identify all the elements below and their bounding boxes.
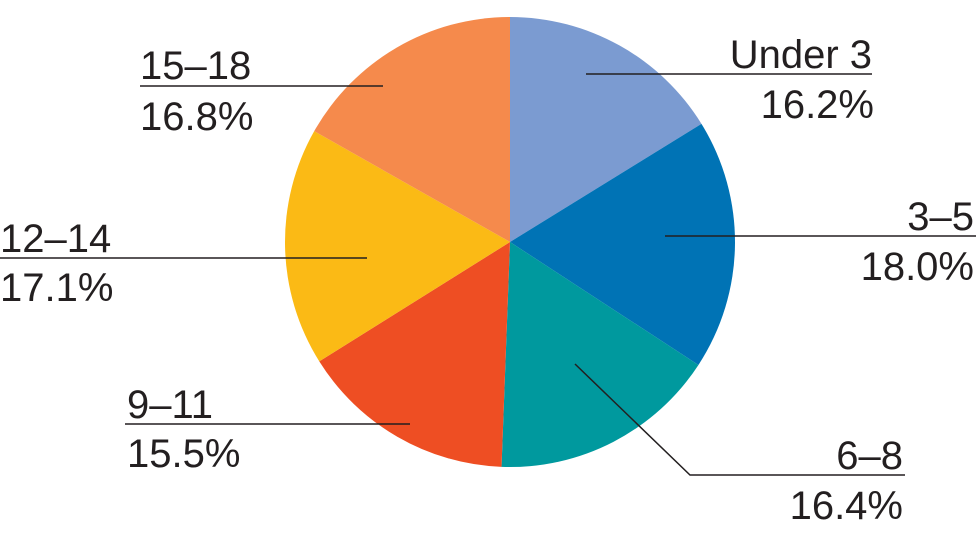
pie-slice-12-14 bbox=[284, 131, 510, 362]
leader-line-6-8 bbox=[574, 363, 905, 476]
pie-slice-6-8 bbox=[501, 242, 699, 467]
slice-value-6-8: 16.4% bbox=[790, 484, 903, 528]
slice-label-3-5: 3–5 bbox=[907, 195, 974, 239]
pie-slice-9-11 bbox=[319, 242, 510, 467]
slice-label-12-14: 12–14 bbox=[0, 217, 111, 261]
pie-slices bbox=[284, 17, 735, 467]
slice-label-6-8: 6–8 bbox=[836, 434, 903, 478]
slice-value-12-14: 17.1% bbox=[0, 266, 113, 310]
slice-value-3-5: 18.0% bbox=[861, 245, 974, 289]
slice-label-9-11: 9–11 bbox=[127, 383, 213, 427]
slice-value-9-11: 15.5% bbox=[127, 432, 240, 476]
slice-label-under-3: Under 3 bbox=[730, 33, 872, 77]
pie-slice-15-18 bbox=[314, 17, 510, 242]
slice-value-15-18: 16.8% bbox=[140, 95, 253, 139]
pie-slice-3-5 bbox=[510, 123, 735, 365]
slice-value-under-3: 16.2% bbox=[761, 83, 874, 127]
slice-label-15-18: 15–18 bbox=[140, 44, 251, 88]
